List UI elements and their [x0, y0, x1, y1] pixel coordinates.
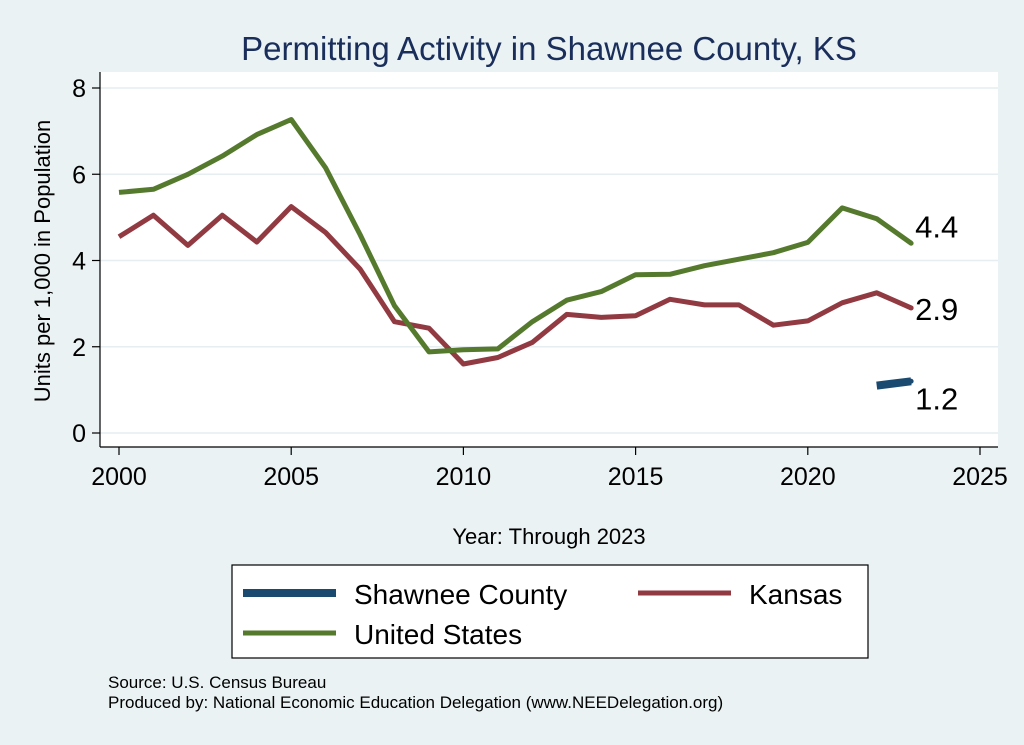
end-label-united-states: 4.4	[915, 209, 958, 244]
x-axis-title: Year: Through 2023	[452, 524, 645, 549]
legend: Shawnee County Kansas United States	[231, 564, 869, 659]
plot-area	[100, 72, 998, 447]
y-tick-label: 0	[72, 420, 86, 448]
end-point-shawnee-county	[908, 378, 914, 384]
y-tick-label: 2	[72, 334, 86, 362]
legend-label-kansas: Kansas	[749, 579, 842, 610]
x-tick-label: 2010	[436, 463, 492, 491]
y-axis-title: Units per 1,000 in Population	[30, 120, 55, 403]
series-line-united-states	[118, 117, 913, 355]
y-tick-label: 4	[72, 248, 86, 276]
x-tick-label: 2025	[952, 463, 1008, 491]
series-lines	[117, 117, 914, 390]
gridlines	[100, 87, 998, 434]
source-note: Source: U.S. Census Bureau	[108, 673, 326, 692]
x-tick-label: 2000	[91, 463, 147, 491]
end-point-united-states	[908, 240, 914, 246]
legend-label-shawnee-county: Shawnee County	[354, 579, 567, 610]
y-tick-label: 8	[72, 75, 86, 103]
legend-box	[231, 564, 869, 659]
end-label-shawnee-county: 1.2	[915, 381, 958, 416]
axis-ticks: 0 2 4 6 8 2000 2005 2010 2015 2020 2025	[72, 75, 1008, 491]
chart-title: Permitting Activity in Shawnee County, K…	[241, 30, 857, 67]
x-tick-label: 2020	[780, 463, 836, 491]
producer-note: Produced by: National Economic Education…	[108, 693, 723, 712]
end-label-kansas: 2.9	[915, 292, 958, 327]
end-point-kansas	[908, 305, 914, 311]
series-line-shawnee-county	[876, 377, 912, 390]
series-line-kansas	[117, 204, 913, 367]
x-tick-label: 2015	[608, 463, 664, 491]
x-tick-label: 2005	[263, 463, 319, 491]
end-labels: 2.9 4.4 1.2	[915, 209, 958, 416]
y-tick-label: 6	[72, 161, 86, 189]
legend-label-united-states: United States	[354, 619, 522, 650]
